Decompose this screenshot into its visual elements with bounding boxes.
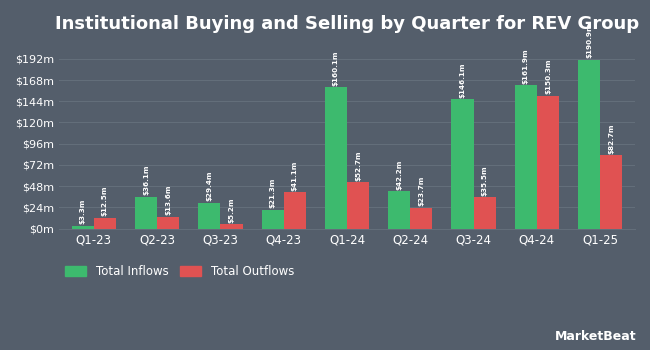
Text: $190.9m: $190.9m <box>586 23 592 58</box>
Bar <box>283 192 306 229</box>
Title: Institutional Buying and Selling by Quarter for REV Group: Institutional Buying and Selling by Quar… <box>55 15 639 33</box>
Text: $161.9m: $161.9m <box>523 48 529 84</box>
Text: $21.3m: $21.3m <box>270 178 276 208</box>
Bar <box>325 87 347 229</box>
Bar <box>198 203 220 229</box>
Text: $12.5m: $12.5m <box>102 186 108 216</box>
Text: $35.5m: $35.5m <box>482 165 488 196</box>
Bar <box>157 217 179 229</box>
Bar <box>600 155 622 229</box>
Text: $29.4m: $29.4m <box>206 171 213 201</box>
Bar <box>452 99 474 229</box>
Text: $3.3m: $3.3m <box>80 199 86 224</box>
Text: $41.1m: $41.1m <box>292 161 298 191</box>
Bar <box>474 197 496 229</box>
Text: $52.7m: $52.7m <box>355 150 361 181</box>
Bar <box>537 96 559 229</box>
Bar <box>72 226 94 229</box>
Bar <box>388 191 410 229</box>
Bar <box>515 85 537 229</box>
Text: $82.7m: $82.7m <box>608 124 614 154</box>
Text: $13.6m: $13.6m <box>165 185 171 215</box>
Text: $23.7m: $23.7m <box>419 176 424 206</box>
Text: $5.2m: $5.2m <box>228 197 235 223</box>
Bar <box>347 182 369 229</box>
Text: $150.3m: $150.3m <box>545 59 551 94</box>
Bar <box>261 210 283 229</box>
Bar <box>220 224 242 229</box>
Text: $146.1m: $146.1m <box>460 63 465 98</box>
Bar <box>135 197 157 229</box>
Text: $36.1m: $36.1m <box>143 165 149 195</box>
Bar <box>578 60 600 229</box>
Text: MarketBeat: MarketBeat <box>555 330 637 343</box>
Text: $42.2m: $42.2m <box>396 160 402 190</box>
Bar <box>410 208 432 229</box>
Bar <box>94 217 116 229</box>
Text: $160.1m: $160.1m <box>333 50 339 86</box>
Legend: Total Inflows, Total Outflows: Total Inflows, Total Outflows <box>65 265 294 278</box>
